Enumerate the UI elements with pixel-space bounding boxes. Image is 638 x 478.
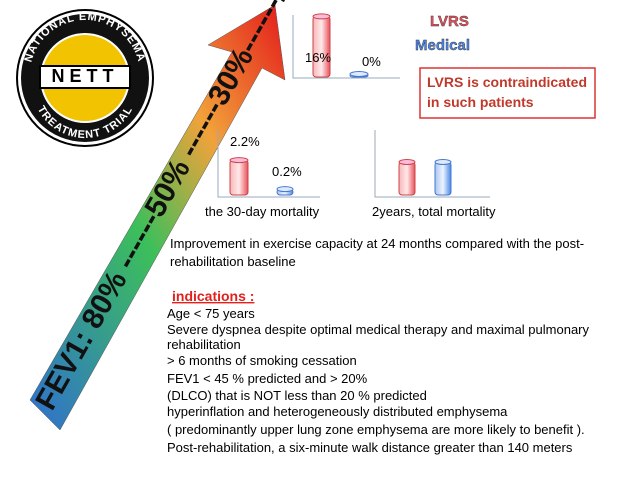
- bar-cap: [312, 13, 331, 20]
- value-label: 0.2%: [272, 164, 302, 179]
- paragraph-line: rehabilitation baseline: [170, 254, 296, 269]
- chart-axis: [292, 15, 400, 79]
- legend-lvrs: LVRS: [430, 13, 469, 30]
- bar: [312, 15, 331, 78]
- chart-3-bars: [398, 159, 452, 196]
- indication-line: Age < 75 years: [167, 306, 255, 321]
- bar-cap: [349, 71, 369, 77]
- chart-caption: the 30-day mortality: [205, 204, 320, 219]
- value-label: 16%: [305, 50, 331, 65]
- indication-line: > 6 months of smoking cessation: [167, 353, 357, 368]
- indication-line: ( predominantly upper lung zone emphysem…: [167, 422, 585, 437]
- note-line: in such patients: [427, 94, 534, 110]
- note-box: [419, 67, 596, 119]
- indication-line: Post-rehabilitation, a six-minute walk d…: [167, 440, 573, 455]
- indication-line: FEV1 < 45 % predicted and > 20%: [167, 371, 368, 386]
- indication-line: hyperinflation and heterogeneously distr…: [167, 404, 508, 419]
- bar: [229, 159, 249, 196]
- logo-middle: NETT: [52, 66, 119, 86]
- bar-cap: [276, 186, 294, 193]
- indication-line: (DLCO) that is NOT less than 20 % predic…: [167, 388, 427, 403]
- bar-cap: [229, 157, 249, 164]
- note-line: LVRS is contraindicated: [427, 74, 587, 90]
- logo: NATIONAL EMPHYSEMA TREATMENT TRIAL NETT: [16, 9, 154, 147]
- paragraph-line: Improvement in exercise capacity at 24 m…: [170, 236, 584, 251]
- value-label: 0%: [362, 54, 381, 69]
- indications-heading: indications :: [172, 288, 254, 304]
- value-label: 2.2%: [230, 134, 260, 149]
- chart-axis: [374, 130, 490, 198]
- indication-line: Severe dyspnea despite optimal medical t…: [167, 322, 589, 337]
- chart-caption: 2years, total mortality: [372, 204, 496, 219]
- indication-line: rehabilitation: [167, 337, 241, 352]
- legend-medical: Medical: [415, 37, 470, 54]
- chart-axis: [217, 130, 320, 198]
